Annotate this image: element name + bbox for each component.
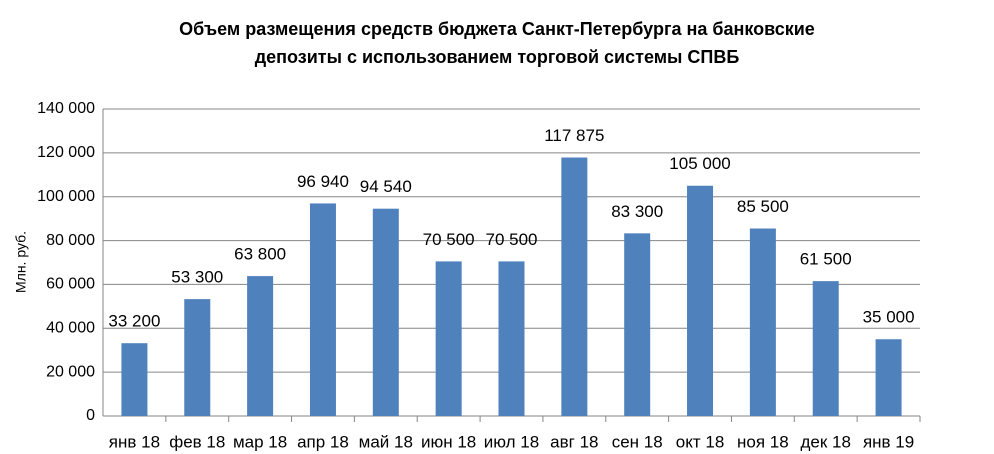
bar [498, 261, 525, 416]
value-label: 85 500 [737, 197, 789, 216]
x-tick-label: окт 18 [676, 432, 725, 451]
value-label: 33 200 [108, 312, 160, 331]
bar [875, 339, 902, 416]
value-label: 94 540 [360, 177, 412, 196]
x-tick-label: янв 18 [109, 432, 160, 451]
y-tick-label: 100 000 [37, 188, 95, 205]
y-tick-label: 140 000 [37, 100, 95, 117]
x-tick-label: апр 18 [297, 432, 349, 451]
value-label: 105 000 [669, 154, 730, 173]
chart-title: Объем размещения средств бюджета Санкт-П… [179, 19, 815, 39]
x-tick-label: мар 18 [233, 432, 287, 451]
value-label: 70 500 [486, 230, 538, 249]
bar [435, 261, 462, 416]
x-tick-label: янв 19 [863, 432, 914, 451]
value-label: 63 800 [234, 245, 286, 264]
bar [687, 185, 714, 416]
bar [372, 208, 399, 416]
value-label: 35 000 [863, 308, 915, 327]
bar [624, 233, 651, 416]
bar [309, 203, 336, 416]
value-label: 117 875 [544, 126, 604, 145]
x-tick-label: фев 18 [169, 432, 225, 451]
chart-title: депозиты с использованием торговой систе… [255, 47, 740, 67]
bar [749, 228, 776, 416]
bar [247, 276, 274, 416]
y-tick-label: 40 000 [46, 320, 95, 337]
y-tick-label: 0 [86, 407, 95, 424]
x-tick-label: дек 18 [801, 432, 851, 451]
x-tick-label: авг 18 [550, 432, 598, 451]
value-label: 96 940 [297, 172, 349, 191]
bar [812, 281, 839, 416]
x-tick-label: июн 18 [421, 432, 476, 451]
value-label: 70 500 [423, 230, 475, 249]
bar [184, 299, 211, 416]
bar [561, 157, 588, 416]
bar [121, 343, 148, 416]
x-tick-label: сен 18 [612, 432, 663, 451]
value-label: 61 500 [800, 250, 852, 269]
value-label: 53 300 [171, 268, 223, 287]
y-axis-label: Млн. руб. [13, 231, 29, 293]
y-tick-label: 120 000 [37, 144, 95, 161]
x-tick-label: ноя 18 [737, 432, 789, 451]
y-tick-label: 20 000 [46, 363, 95, 380]
x-tick-label: май 18 [359, 432, 413, 451]
value-label: 83 300 [611, 202, 663, 221]
y-tick-label: 80 000 [46, 232, 95, 249]
x-tick-label: июл 18 [484, 432, 539, 451]
y-tick-label: 60 000 [46, 276, 95, 293]
